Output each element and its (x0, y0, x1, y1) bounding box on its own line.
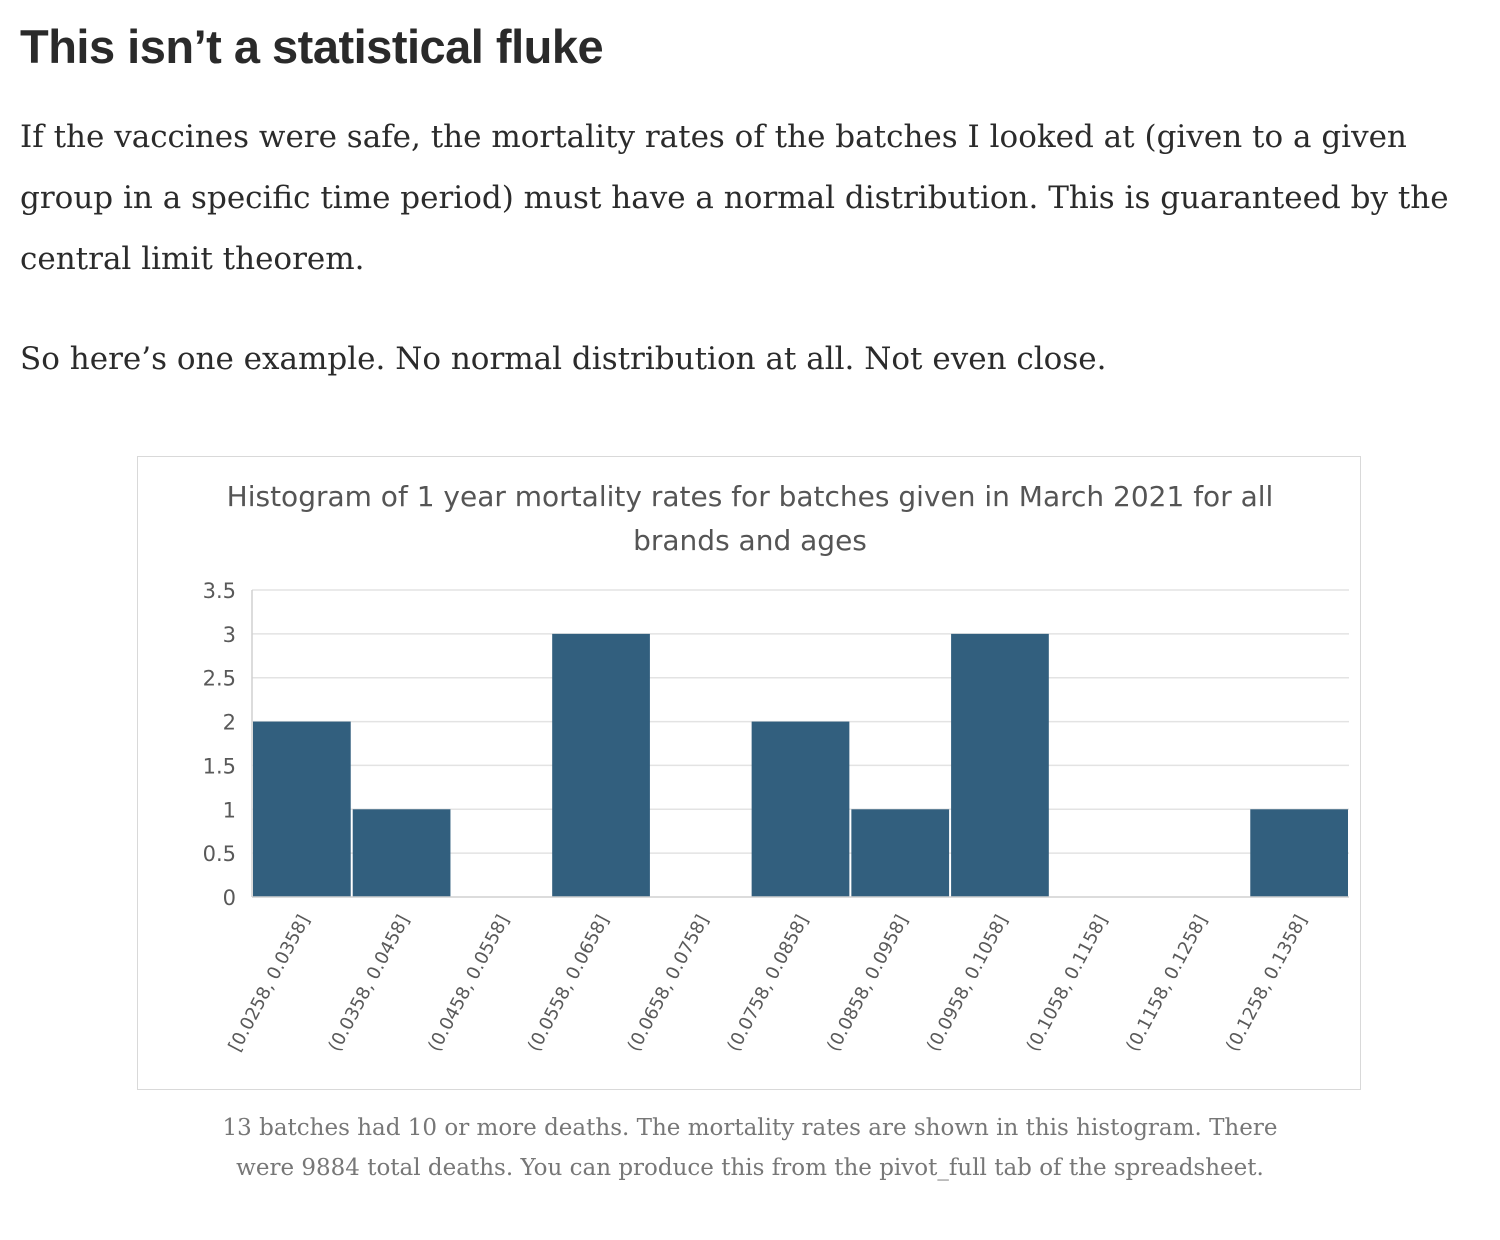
histogram-bar (253, 721, 351, 897)
x-tick-label: [0.0258, 0.0358] (225, 911, 315, 1055)
x-tick-label: (0.0858, 0.0958] (823, 911, 913, 1055)
histogram-bar (352, 809, 451, 897)
y-tick-label: 2 (223, 711, 236, 735)
body-paragraph-1: If the vaccines were safe, the mortality… (20, 119, 1449, 277)
y-tick-label: 1.5 (203, 754, 236, 778)
body-paragraph-2: So here’s one example. No normal distrib… (20, 341, 1107, 377)
y-tick-label: 3.5 (203, 579, 236, 603)
y-tick-label: 1 (223, 798, 236, 822)
y-tick-label: 0.5 (203, 842, 236, 866)
histogram-bar (1250, 809, 1348, 897)
figure-caption: 13 batches had 10 or more deaths. The mo… (222, 1115, 1278, 1181)
section-heading: This isn’t a statistical fluke (20, 20, 604, 73)
x-tick-label: (0.0458, 0.0558] (424, 911, 514, 1055)
x-tick-label: (0.1158, 0.1258] (1122, 911, 1212, 1055)
x-tick-label: (0.0358, 0.0458] (324, 911, 414, 1055)
histogram-bar (951, 633, 1049, 897)
y-tick-label: 0 (223, 886, 236, 910)
histogram-bar (751, 721, 850, 897)
x-tick-label: (0.0658, 0.0758] (624, 911, 714, 1055)
x-tick-label: (0.0958, 0.1058] (923, 911, 1013, 1055)
histogram-chart: 0 0.5 1 1.5 2 2.5 3 3.5 [0.0258, 0.0358] (0.0358… (203, 579, 1349, 1055)
y-tick-label: 2.5 (203, 667, 236, 691)
histogram-figure: 0 0.5 1 1.5 2 2.5 3 3.5 [0.0258, 0.0358] (0.0358… (137, 456, 1361, 1090)
x-tick-label: (0.0558, 0.0658] (524, 911, 614, 1055)
x-tick-label: (0.1258, 0.1358] (1222, 911, 1312, 1055)
chart-title: Histogram of 1 year mortality rates for … (226, 480, 1274, 557)
histogram-bar (851, 809, 950, 897)
y-tick-label: 3 (223, 623, 236, 647)
x-tick-label: (0.0758, 0.0858] (723, 911, 813, 1055)
histogram-bar (552, 633, 650, 897)
x-tick-label: (0.1058, 0.1158] (1022, 911, 1112, 1055)
